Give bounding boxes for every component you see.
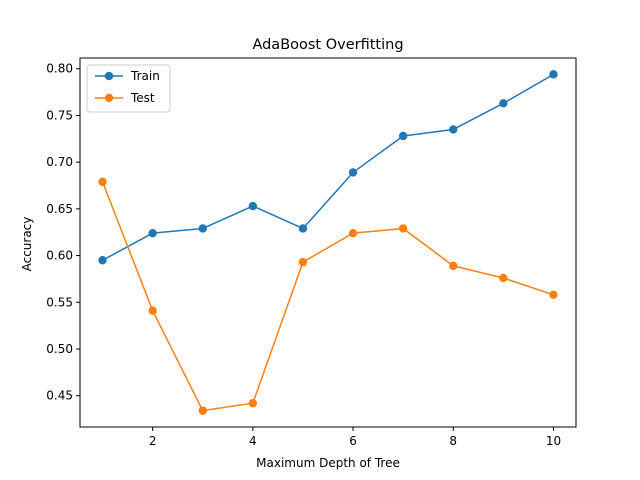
legend-marker-test xyxy=(104,93,114,103)
y-tick-label: 0.55 xyxy=(46,295,73,309)
data-point-test xyxy=(398,224,408,233)
y-axis-label: Accuracy xyxy=(20,217,34,272)
y-tick-label: 0.70 xyxy=(46,155,73,169)
legend-label-train: Train xyxy=(130,69,160,83)
series-test xyxy=(98,177,558,415)
data-point-train xyxy=(398,131,408,141)
legend-marker-train xyxy=(104,71,114,81)
data-point-test xyxy=(449,261,458,271)
series-line-train xyxy=(102,73,554,261)
x-tick-label: 6 xyxy=(349,434,357,448)
data-point-test xyxy=(298,257,308,267)
data-point-train xyxy=(449,125,458,134)
legend-label-test: Test xyxy=(130,91,155,105)
data-point-train xyxy=(298,224,308,233)
data-point-train xyxy=(499,99,508,108)
y-tick-label: 0.80 xyxy=(46,62,73,76)
data-point-train xyxy=(98,256,107,265)
series-line-test xyxy=(101,181,554,412)
y-tick-label: 0.60 xyxy=(46,249,73,263)
y-tick-label: 0.75 xyxy=(46,108,73,122)
series-train xyxy=(98,70,558,265)
data-point-test xyxy=(348,228,358,238)
data-point-train xyxy=(198,224,207,233)
axes-frame xyxy=(79,57,577,428)
y-tick-label: 0.65 xyxy=(46,202,73,216)
x-tick-label: 4 xyxy=(249,434,257,448)
data-point-train xyxy=(248,201,258,211)
data-point-test xyxy=(148,306,157,315)
y-tick-label: 0.50 xyxy=(46,342,73,356)
data-point-test xyxy=(198,406,207,415)
data-point-test xyxy=(499,273,508,283)
data-point-train xyxy=(348,168,358,177)
data-point-train xyxy=(549,70,558,79)
plot-area: 2 4 6 8 10 0.45 0.50 0.55 0.60 0.65 0.70 0.75 0.80 xyxy=(46,57,577,448)
x-tick-label: 2 xyxy=(149,434,157,448)
data-point-test xyxy=(549,290,558,300)
data-point-train xyxy=(148,228,157,238)
x-tick-label: 8 xyxy=(449,434,457,448)
y-tick-label: 0.45 xyxy=(46,389,73,403)
x-axis-label: Maximum Depth of Tree xyxy=(256,456,400,470)
chart-title: AdaBoost Overfitting xyxy=(252,37,403,53)
data-point-test xyxy=(248,398,258,408)
legend: Train Test xyxy=(86,64,171,113)
data-point-test xyxy=(98,177,107,186)
x-tick-label: 10 xyxy=(546,434,561,448)
